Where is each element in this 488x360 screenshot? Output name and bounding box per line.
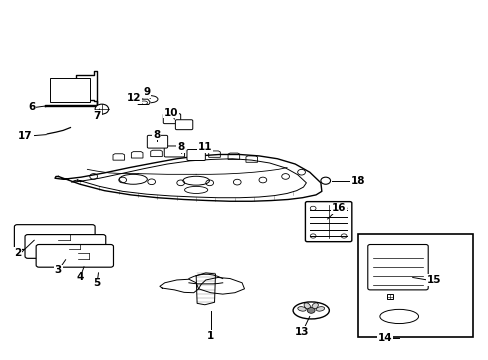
Polygon shape [196, 273, 215, 305]
Ellipse shape [379, 309, 418, 324]
Text: 2: 2 [14, 248, 21, 258]
Ellipse shape [304, 303, 310, 309]
FancyBboxPatch shape [25, 235, 105, 258]
FancyBboxPatch shape [164, 146, 184, 157]
Polygon shape [160, 279, 198, 293]
FancyBboxPatch shape [147, 135, 167, 148]
Ellipse shape [311, 303, 318, 309]
Text: 14: 14 [377, 333, 391, 343]
FancyBboxPatch shape [305, 202, 351, 242]
Bar [386, 294, 392, 299]
Text: 16: 16 [331, 203, 346, 213]
Text: 15: 15 [427, 275, 441, 285]
Polygon shape [138, 99, 150, 104]
Ellipse shape [316, 307, 324, 311]
FancyBboxPatch shape [186, 149, 205, 161]
Text: 12: 12 [127, 94, 141, 103]
FancyBboxPatch shape [36, 244, 113, 267]
Ellipse shape [297, 307, 305, 311]
Text: 18: 18 [350, 176, 365, 186]
FancyBboxPatch shape [367, 244, 427, 290]
FancyBboxPatch shape [175, 120, 192, 130]
Text: 11: 11 [197, 143, 212, 152]
Polygon shape [45, 71, 97, 105]
Circle shape [307, 307, 314, 313]
Text: 6: 6 [28, 102, 36, 112]
Polygon shape [198, 278, 244, 294]
Bar [50, 78, 90, 102]
Text: 8: 8 [177, 143, 184, 152]
Text: 17: 17 [18, 131, 33, 141]
Text: 8: 8 [153, 130, 160, 140]
FancyBboxPatch shape [14, 225, 95, 249]
Bar [357, 234, 472, 337]
Text: 13: 13 [295, 327, 309, 337]
FancyBboxPatch shape [163, 114, 180, 123]
Circle shape [95, 104, 108, 114]
Ellipse shape [292, 302, 329, 319]
Text: 1: 1 [206, 331, 214, 341]
Text: 10: 10 [163, 108, 178, 118]
Polygon shape [55, 154, 321, 201]
Text: 5: 5 [93, 279, 101, 288]
Text: 3: 3 [55, 265, 62, 275]
Text: 7: 7 [93, 111, 101, 121]
Polygon shape [188, 274, 223, 284]
Text: 9: 9 [143, 87, 150, 97]
Circle shape [320, 177, 330, 184]
Text: 4: 4 [76, 273, 83, 283]
